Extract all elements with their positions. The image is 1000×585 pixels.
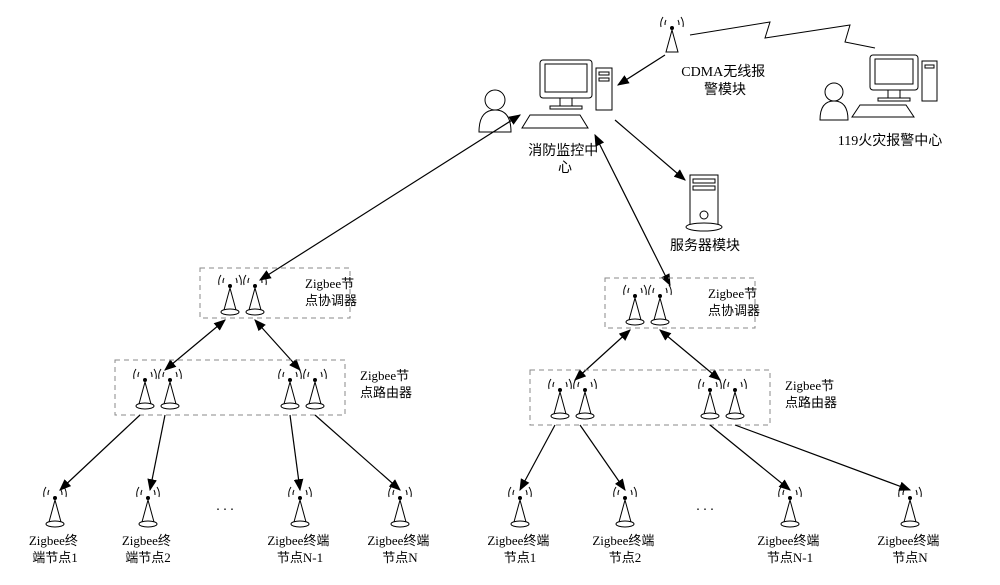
edge-coordR-routerR1 [575, 330, 630, 380]
coord-label-left: Zigbee节 点协调器 [305, 276, 357, 308]
terminal-L1-label: Zigbee终 端节点1 [29, 533, 81, 565]
router-antenna-L2 [159, 369, 182, 409]
router-antenna-L4 [304, 369, 327, 409]
edge-R-t1 [520, 425, 555, 490]
edge-monitor-coordL [260, 115, 520, 280]
coord-antenna-L1 [219, 275, 242, 315]
cdma-label: CDMA无线报 警模块 [681, 64, 769, 98]
user-icon [479, 90, 511, 132]
terminal-L2-icon [137, 487, 160, 527]
router-label-right: Zigbee节 点路由器 [785, 378, 837, 410]
terminal-L4-icon [389, 487, 412, 527]
router-label-left: Zigbee节 点路由器 [360, 368, 412, 400]
lightning-link [690, 22, 875, 48]
server-label: 服务器模块 [670, 238, 740, 254]
terminal-R1-label: Zigbee终端 节点1 [487, 533, 552, 565]
terminal-R2-label: Zigbee终端 节点2 [592, 533, 657, 565]
alarm-user-icon [820, 83, 848, 120]
edge-R-t3 [710, 425, 790, 490]
coord-antenna-R2 [649, 285, 672, 325]
router-antenna-R2 [574, 379, 597, 419]
ellipsis-right: . . . [696, 499, 714, 514]
router-antenna-R4 [724, 379, 747, 419]
terminal-R2-icon [614, 487, 637, 527]
router-antenna-R1 [549, 379, 572, 419]
router-antenna-R3 [699, 379, 722, 419]
edge-R-t2 [580, 425, 625, 490]
server-icon [686, 175, 722, 231]
edge-coordL-routerL1 [165, 320, 225, 370]
edge-R-t4 [735, 425, 910, 490]
cdma-antenna [661, 17, 684, 52]
edge-monitor-server [615, 120, 685, 180]
terminal-R4-icon [899, 487, 922, 527]
terminal-R4-label: Zigbee终端 节点N [877, 533, 942, 565]
monitor-center-label: 消防监控中 心 [528, 143, 602, 176]
edge-L-t4 [315, 415, 400, 490]
router-antenna-L3 [279, 369, 302, 409]
edge-coordR-routerR2 [660, 330, 720, 380]
edge-cdma-monitor [618, 55, 665, 85]
terminal-L2-label: Zigbee终 端节点2 [122, 533, 174, 565]
monitor-center-icon [522, 60, 612, 128]
edge-L-t3 [290, 415, 300, 490]
router-antenna-L1 [134, 369, 157, 409]
coord-label-right: Zigbee节 点协调器 [708, 286, 760, 318]
coord-antenna-R1 [624, 285, 647, 325]
terminal-R3-icon [779, 487, 802, 527]
edge-coordL-routerL2 [255, 320, 300, 370]
edge-L-t2 [150, 415, 165, 490]
edge-L-t1 [60, 415, 140, 490]
coord-antenna-L2 [244, 275, 267, 315]
terminal-R3-label: Zigbee终端 节点N-1 [757, 533, 822, 565]
terminal-L4-label: Zigbee终端 节点N [367, 533, 432, 565]
terminal-L1-icon [44, 487, 67, 527]
terminal-L3-icon [289, 487, 312, 527]
alarm-center-label: 119火灾报警中心 [838, 132, 942, 149]
ellipsis-left: . . . [216, 499, 234, 514]
terminal-R1-icon [509, 487, 532, 527]
alarm-center-icon [852, 55, 937, 117]
terminal-L3-label: Zigbee终端 节点N-1 [267, 533, 332, 565]
